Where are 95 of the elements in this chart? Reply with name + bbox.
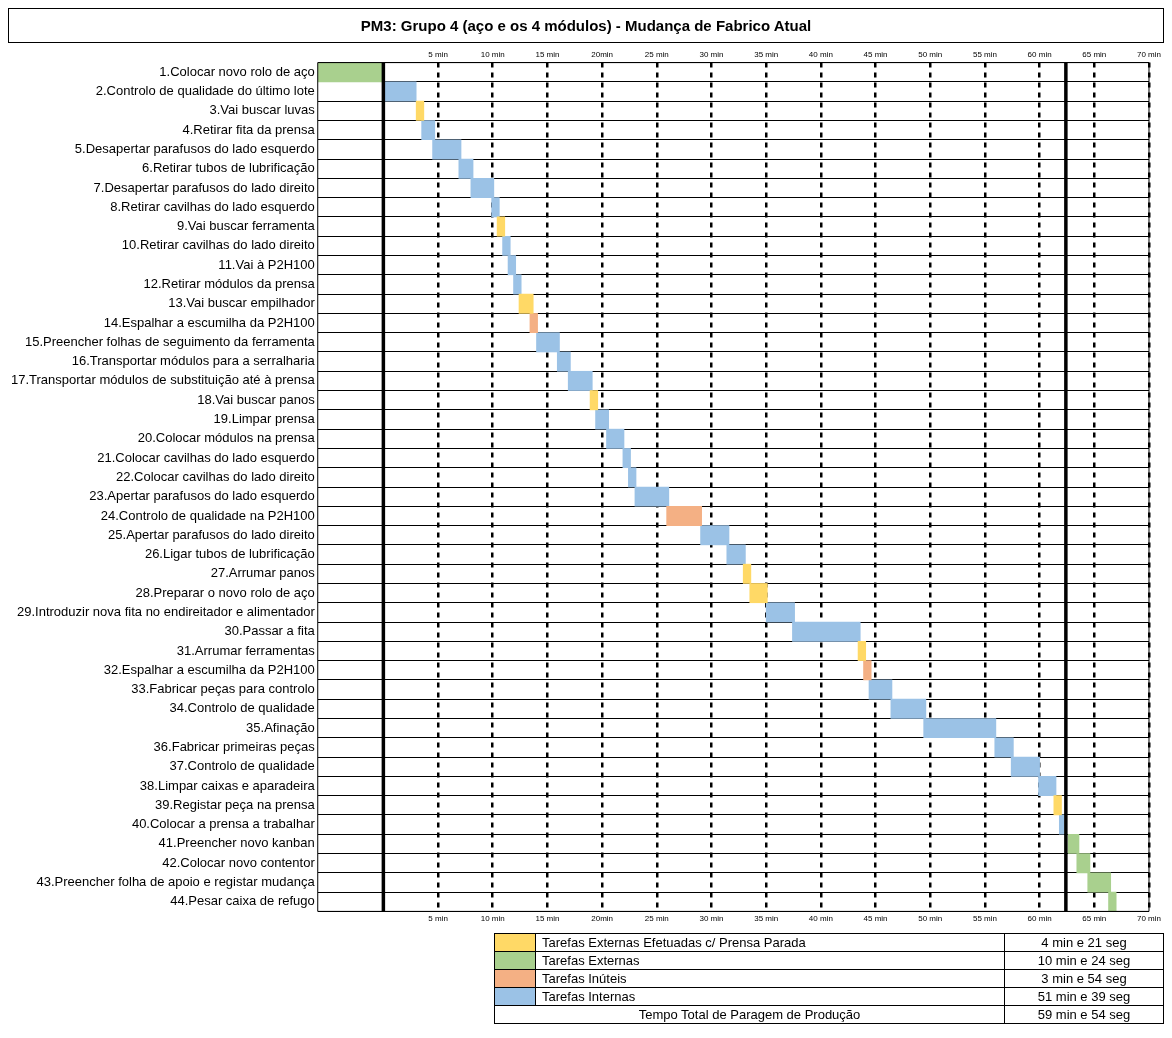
bar: [518, 293, 534, 314]
y-tick-label: 1.Colocar novo rolo de aço: [159, 63, 315, 79]
y-tick-label: 18.Vai buscar panos: [197, 391, 316, 407]
y-tick-label: 15.Preencher folhas de seguimento da ferramenta: [24, 333, 316, 349]
bar: [666, 505, 702, 526]
y-tick-label: 2.Controlo de qualidade do último lote: [95, 83, 315, 99]
x-tick-label: 30 min: [699, 50, 724, 59]
y-tick-label: 10.Retirar cavilhas do lado direito: [121, 237, 315, 253]
chart-title: PM3: Grupo 4 (aço e os 4 módulos) - Mudança de Fabrico Atual: [8, 8, 1164, 43]
y-tick-label: 23.Apertar parafusos do lado esquerdo: [89, 488, 315, 504]
text: 59 min e 54 seg: [1004, 1005, 1164, 1024]
y-tick-label: 43.Preencher folha de apoio e registar mudança: [36, 874, 316, 890]
x2-tick-label: 50 min: [918, 914, 943, 924]
x2-tick-label: 30 min: [699, 914, 724, 924]
y-tick-label: 39.Registar peça na prensa: [155, 796, 316, 812]
bar: [383, 81, 417, 102]
x-tick-label: 20min: [591, 50, 614, 59]
bar: [415, 100, 425, 121]
y-tick-label: 41.Preencher novo kanban: [158, 835, 315, 851]
y-tick-label: 20.Colocar módulos na prensa: [137, 430, 316, 446]
legend-label: Tarefas Internas: [535, 987, 1005, 1006]
x2-tick-label: 45 min: [863, 914, 888, 924]
y-tick-label: 6.Retirar tubos de lubrificação: [142, 160, 315, 176]
y-tick-label: 5.Desapertar parafusos do lado esquerdo: [74, 140, 315, 156]
y-tick-label: 37.Controlo de qualidade: [169, 758, 315, 774]
x2-tick-label: 65 min: [1082, 914, 1107, 924]
text: 4 min e 21 seg: [1004, 933, 1164, 952]
x2-tick-label: 5 min: [428, 914, 448, 924]
bar: [857, 641, 867, 661]
y-tick-label: 8.Retirar cavilhas do lado esquerdo: [110, 198, 315, 214]
y-tick-label: 36.Fabricar primeiras peças: [153, 739, 316, 755]
x2-tick-label: 15 min: [535, 914, 560, 924]
x-tick-label: 55 min: [972, 50, 997, 59]
y-tick-label: 29.Introduzir nova fita no endireitador e alimentador: [17, 603, 316, 619]
text: Tempo Total de Paragem de Produção: [494, 1005, 1005, 1024]
y-tick-label: 42.Colocar novo contentor: [162, 854, 316, 870]
y-tick-label: 13.Vai buscar empilhador: [168, 295, 316, 311]
legend-label: Tarefas Inúteis: [535, 969, 1005, 988]
bar: [589, 390, 599, 411]
text: 51 min e 39 seg: [1004, 987, 1164, 1006]
bar: [1053, 795, 1062, 816]
x-tick-label: 50 min: [918, 50, 943, 59]
x-tick-label: 65 min: [1082, 50, 1107, 59]
y-tick-label: 24.Controlo de qualidade na P2H100: [100, 507, 315, 523]
bar: [317, 62, 384, 83]
x-tick-label: 70 min: [1136, 50, 1161, 59]
y-tick-label: 9.Vai buscar ferramenta: [176, 218, 316, 234]
x-tick-label: 15 min: [535, 50, 560, 59]
x2-tick-label: 25 min: [644, 914, 669, 924]
y-tick-label: 40.Colocar a prensa a trabalhar: [131, 816, 316, 832]
y-tick-label: 21.Colocar cavilhas do lado esquerdo: [97, 449, 315, 465]
y-tick-label: 44.Pesar caixa de refugo: [170, 893, 315, 909]
y-tick-label: 17.Transportar módulos de substituição até à prensa: [11, 372, 316, 388]
bar: [863, 660, 872, 681]
y-tick-label: 35.Afinação: [246, 719, 315, 735]
x-tick-label: 35 min: [754, 50, 779, 59]
x2-tick-label: 55 min: [972, 914, 997, 924]
x-tick-label: 10 min: [480, 50, 505, 59]
y-tick-label: 28.Preparar o novo rolo de aço: [135, 584, 315, 600]
bar: [496, 216, 506, 237]
y-tick-label: 4.Retirar fita da prensa: [182, 121, 316, 137]
y-tick-label: 19.Limpar prensa: [213, 411, 316, 427]
y-tick-label: 14.Espalhar a escumilha da P2H100: [103, 314, 315, 330]
y-tick-label: 12.Retirar módulos da prensa: [143, 276, 316, 292]
bar: [1058, 814, 1065, 835]
y-tick-label: 11.Vai à P2H100: [218, 256, 315, 272]
y-tick-label: 22.Colocar cavilhas do lado direito: [116, 468, 315, 484]
x-tick-label: 40 min: [808, 50, 833, 59]
y-tick-label: 32.Espalhar a escumilha da P2H100: [103, 661, 315, 677]
bar: [529, 313, 538, 333]
x-tick-label: 25 min: [644, 50, 669, 59]
x2-tick-label: 70 min: [1136, 914, 1161, 924]
y-tick-label: 25.Apertar parafusos do lado direito: [108, 526, 315, 542]
y-tick-label: 31.Arrumar ferramentas: [176, 642, 316, 658]
y-tick-label: 16.Transportar módulos para a serralharia: [71, 353, 316, 369]
y-tick-label: 7.Desapertar parafusos do lado direito: [93, 179, 315, 195]
text: 3 min e 54 seg: [1004, 969, 1164, 988]
y-tick-label: 26.Ligar tubos de lubrificação: [144, 546, 315, 562]
x2-tick-label: 20min: [591, 914, 614, 924]
y-tick-label: 33.Fabricar peças para controlo: [131, 681, 315, 697]
x-tick-label: 60 min: [1027, 50, 1052, 59]
y-tick-label: 3.Vai buscar luvas: [209, 102, 316, 118]
x-tick-label: 45 min: [863, 50, 888, 59]
text: 10 min e 24 seg: [1004, 951, 1164, 970]
legend-label: Tarefas Externas: [535, 951, 1005, 970]
x2-tick-label: 60 min: [1027, 914, 1052, 924]
x2-tick-label: 35 min: [754, 914, 779, 924]
y-tick-label: 27.Arrumar panos: [210, 565, 316, 581]
y-tick-label: 34.Controlo de qualidade: [169, 700, 315, 716]
y-tick-label: 30.Passar a fita: [224, 623, 316, 639]
x2-tick-label: 40 min: [808, 914, 833, 924]
x-tick-label: 5 min: [428, 50, 448, 59]
x2-tick-label: 10 min: [480, 914, 505, 924]
legend-label: Tarefas Externas Efetuadas c/ Prensa Parada: [535, 933, 1005, 952]
y-tick-label: 38.Limpar caixas e aparadeira: [139, 777, 316, 793]
